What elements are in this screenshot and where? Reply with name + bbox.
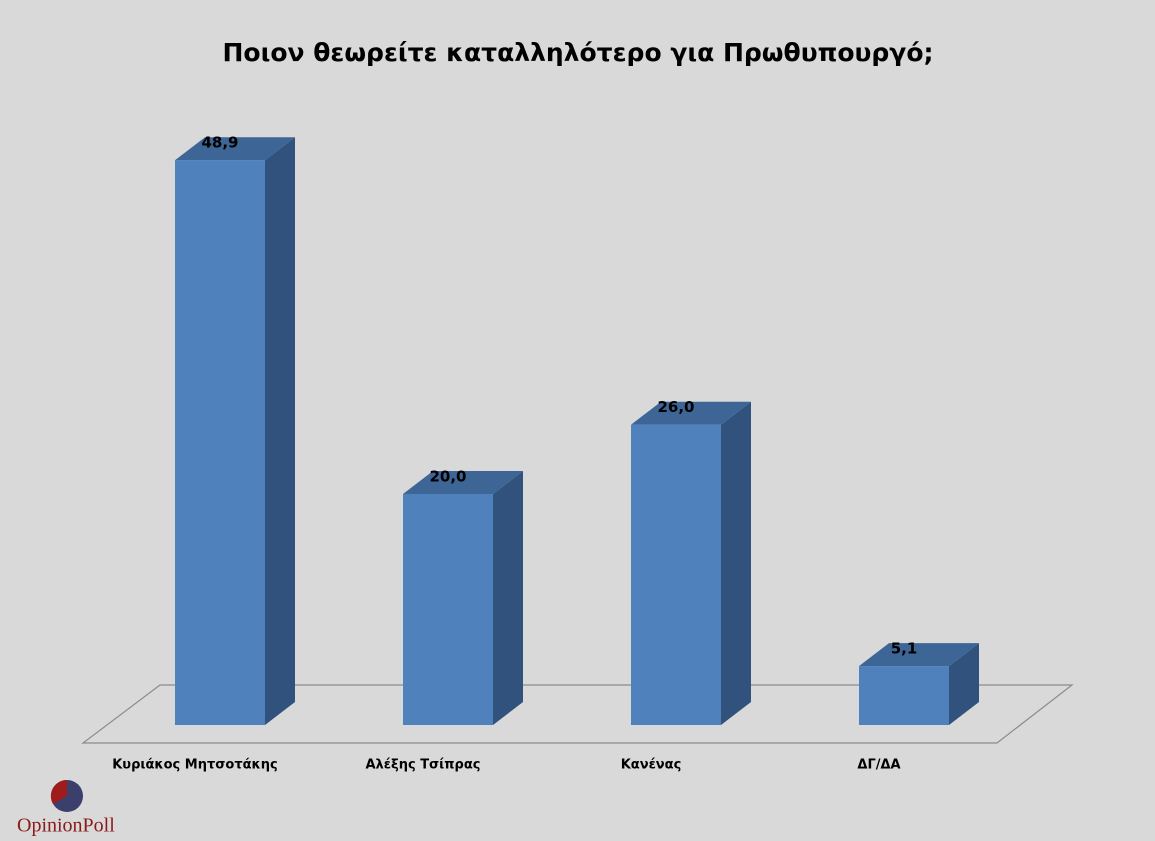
bar [631, 424, 721, 725]
logo-wedge [50, 779, 67, 804]
bar [859, 666, 949, 725]
bar-top [175, 137, 295, 161]
x-tick-label: Αλέξης Τσίπρας [366, 758, 481, 773]
data-label: 5,1 [891, 640, 918, 658]
logo-text: OpinionPoll [17, 815, 115, 837]
chart-title: Ποιον θεωρείτε καταλληλότερο για Πρωθυπο… [222, 38, 933, 67]
bar-side [949, 643, 979, 725]
data-label: 20,0 [429, 468, 466, 486]
bar-top [859, 643, 979, 667]
x-tick-label: ΔΓ/ΔΑ [857, 758, 900, 773]
data-label: 48,9 [201, 134, 238, 152]
x-tick-label: Κυριάκος Μητσοτάκης [112, 758, 278, 773]
bar [403, 494, 493, 725]
bar-side [721, 401, 751, 725]
bar-top [631, 401, 751, 425]
floor [81, 684, 1074, 744]
bar [175, 160, 265, 725]
bar-side [493, 471, 523, 725]
x-tick-label: Κανένας [621, 758, 682, 773]
bar-side [265, 137, 295, 725]
bar-top [403, 471, 523, 494]
data-label: 26,0 [657, 398, 694, 416]
